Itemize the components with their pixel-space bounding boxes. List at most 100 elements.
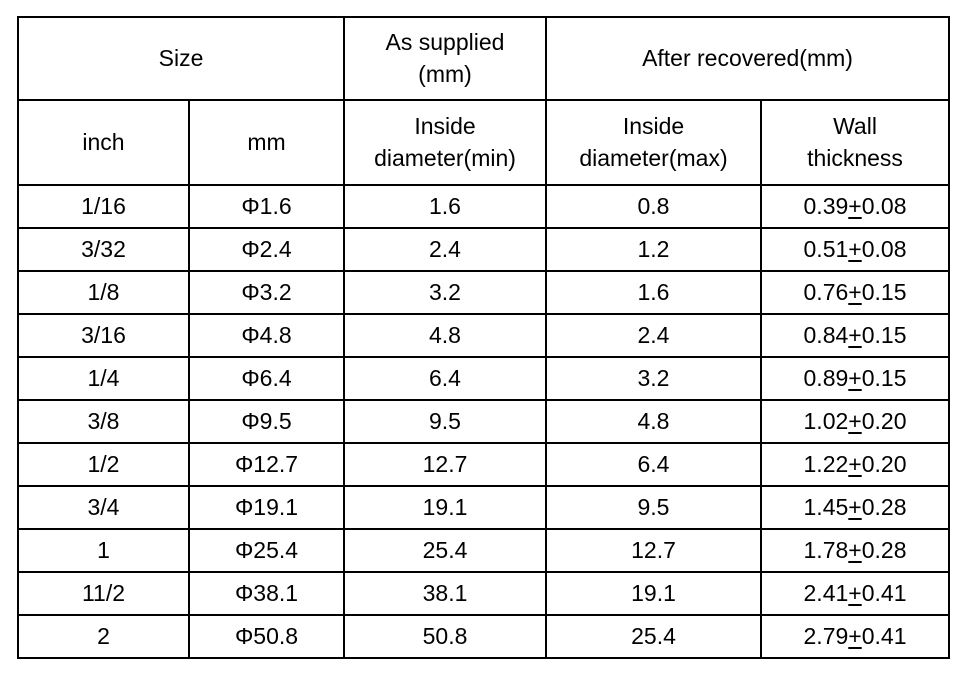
cell-mm: Φ38.1 (188, 571, 345, 616)
cell-supplied-min: 12.7 (343, 442, 547, 487)
cell-inch: 11/2 (17, 571, 190, 616)
cell-inch: 1 (17, 528, 190, 573)
cell-recovered-max: 3.2 (545, 356, 762, 401)
cell-mm: Φ19.1 (188, 485, 345, 530)
wall-tolerance: 0.20 (861, 450, 907, 477)
plus-minus-sign: + (848, 321, 862, 348)
wall-base: 0.76 (803, 278, 849, 305)
plus-minus-sign: + (848, 450, 862, 477)
cell-inch: 3/32 (17, 227, 190, 272)
wall-tolerance: 0.28 (861, 493, 907, 520)
wall-tolerance: 0.15 (861, 364, 907, 391)
header-inside-diameter-max: Inside diameter(max) (545, 99, 762, 186)
wall-base: 0.84 (803, 321, 849, 348)
header-as-supplied-line2: (mm) (418, 60, 472, 87)
table-row: 1/4 Φ6.4 6.4 3.2 0.89+0.15 (17, 356, 950, 401)
table-row: 3/16 Φ4.8 4.8 2.4 0.84+0.15 (17, 313, 950, 358)
cell-wall-thickness: 1.78+0.28 (760, 528, 950, 573)
header-after-recovered: After recovered(mm) (545, 16, 950, 101)
cell-inch: 1/4 (17, 356, 190, 401)
wall-base: 2.79 (803, 622, 849, 649)
wall-tolerance: 0.15 (861, 321, 907, 348)
header-row-columns: inch mm Inside diameter(min) Inside diam… (17, 99, 950, 186)
table-row: 3/32 Φ2.4 2.4 1.2 0.51+0.08 (17, 227, 950, 272)
header-inch: inch (17, 99, 190, 186)
cell-wall-thickness: 1.22+0.20 (760, 442, 950, 487)
cell-recovered-max: 9.5 (545, 485, 762, 530)
cell-inch: 3/4 (17, 485, 190, 530)
plus-minus-sign: + (848, 278, 862, 305)
plus-minus-sign: + (848, 536, 862, 563)
header-as-supplied-line1: As supplied (385, 29, 505, 56)
cell-supplied-min: 3.2 (343, 270, 547, 315)
cell-supplied-min: 25.4 (343, 528, 547, 573)
cell-recovered-max: 19.1 (545, 571, 762, 616)
header-inside-diameter-max-line1: Inside (622, 113, 685, 140)
plus-minus-sign: + (848, 235, 862, 262)
cell-mm: Φ3.2 (188, 270, 345, 315)
cell-recovered-max: 0.8 (545, 184, 762, 229)
table-row: 2 Φ50.8 50.8 25.4 2.79+0.41 (17, 614, 950, 659)
cell-wall-thickness: 0.76+0.15 (760, 270, 950, 315)
wall-base: 1.78 (803, 536, 849, 563)
wall-tolerance: 0.41 (861, 579, 907, 606)
cell-inch: 1/2 (17, 442, 190, 487)
header-wall-thickness: Wall thickness (760, 99, 950, 186)
table-row: 1/2 Φ12.7 12.7 6.4 1.22+0.20 (17, 442, 950, 487)
cell-supplied-min: 19.1 (343, 485, 547, 530)
cell-inch: 3/8 (17, 399, 190, 444)
header-inside-diameter-min: Inside diameter(min) (343, 99, 547, 186)
cell-supplied-min: 1.6 (343, 184, 547, 229)
cell-recovered-max: 6.4 (545, 442, 762, 487)
header-wall-thickness-line1: Wall (833, 113, 877, 140)
cell-mm: Φ12.7 (188, 442, 345, 487)
cell-inch: 3/16 (17, 313, 190, 358)
table-row: 11/2 Φ38.1 38.1 19.1 2.41+0.41 (17, 571, 950, 616)
cell-inch: 2 (17, 614, 190, 659)
plus-minus-sign: + (848, 364, 862, 391)
cell-supplied-min: 38.1 (343, 571, 547, 616)
cell-wall-thickness: 1.45+0.28 (760, 485, 950, 530)
table-row: 1/16 Φ1.6 1.6 0.8 0.39+0.08 (17, 184, 950, 229)
cell-wall-thickness: 0.89+0.15 (760, 356, 950, 401)
cell-recovered-max: 1.2 (545, 227, 762, 272)
table-row: 3/4 Φ19.1 19.1 9.5 1.45+0.28 (17, 485, 950, 530)
wall-tolerance: 0.08 (861, 235, 907, 262)
cell-supplied-min: 4.8 (343, 313, 547, 358)
wall-base: 0.51 (803, 235, 849, 262)
cell-mm: Φ2.4 (188, 227, 345, 272)
cell-supplied-min: 9.5 (343, 399, 547, 444)
table-row: 3/8 Φ9.5 9.5 4.8 1.02+0.20 (17, 399, 950, 444)
plus-minus-sign: + (848, 407, 862, 434)
plus-minus-sign: + (848, 622, 862, 649)
header-size: Size (17, 16, 345, 101)
cell-wall-thickness: 0.84+0.15 (760, 313, 950, 358)
cell-mm: Φ1.6 (188, 184, 345, 229)
cell-wall-thickness: 2.41+0.41 (760, 571, 950, 616)
cell-mm: Φ25.4 (188, 528, 345, 573)
wall-tolerance: 0.20 (861, 407, 907, 434)
wall-base: 0.89 (803, 364, 849, 391)
cell-recovered-max: 12.7 (545, 528, 762, 573)
header-as-supplied: As supplied (mm) (343, 16, 547, 101)
wall-tolerance: 0.15 (861, 278, 907, 305)
cell-supplied-min: 6.4 (343, 356, 547, 401)
cell-wall-thickness: 2.79+0.41 (760, 614, 950, 659)
header-inside-diameter-min-line2: diameter(min) (374, 144, 516, 171)
table-row: 1/8 Φ3.2 3.2 1.6 0.76+0.15 (17, 270, 950, 315)
wall-base: 2.41 (803, 579, 849, 606)
wall-tolerance: 0.28 (861, 536, 907, 563)
cell-recovered-max: 25.4 (545, 614, 762, 659)
wall-base: 1.02 (803, 407, 849, 434)
cell-inch: 1/16 (17, 184, 190, 229)
header-mm: mm (188, 99, 345, 186)
plus-minus-sign: + (848, 493, 862, 520)
cell-recovered-max: 4.8 (545, 399, 762, 444)
wall-tolerance: 0.41 (861, 622, 907, 649)
header-wall-thickness-line2: thickness (807, 144, 903, 171)
table-row: 1 Φ25.4 25.4 12.7 1.78+0.28 (17, 528, 950, 573)
wall-base: 1.22 (803, 450, 849, 477)
cell-wall-thickness: 0.39+0.08 (760, 184, 950, 229)
cell-recovered-max: 1.6 (545, 270, 762, 315)
